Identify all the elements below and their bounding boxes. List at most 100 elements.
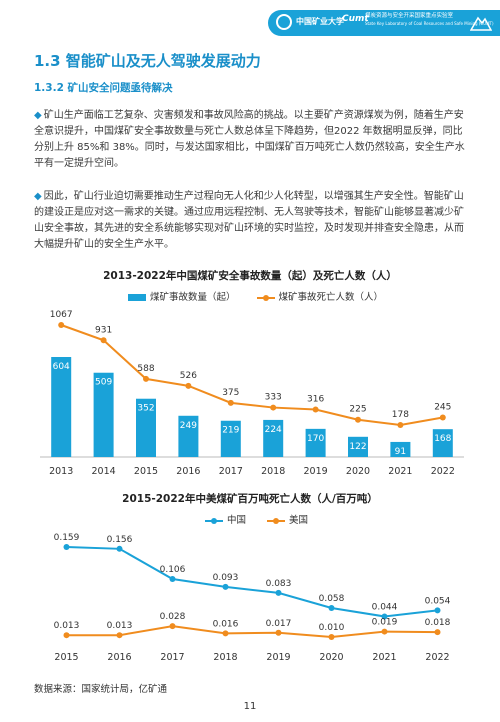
lab-logo-text: Cumt	[342, 14, 369, 24]
lab-name: 煤炭资源与安全开采国家重点实验室 State Key Laboratory of…	[365, 13, 494, 27]
chart2-x-tick: 2022	[425, 652, 449, 663]
chart1-x-tick: 2014	[92, 466, 116, 477]
chart1-legend-line-label: 煤矿事故死亡人数（人）	[278, 292, 384, 303]
chart1-x-tick: 2013	[49, 466, 73, 477]
chart2-line-us	[66, 625, 438, 639]
chart2-svg: 2015 2016 2017 2018 2019 2020 2021 2022 0.159 0.1…	[54, 533, 451, 663]
chart2-line-point	[63, 632, 70, 639]
chart1-x-tick: 2015	[134, 466, 158, 477]
chart1-line-label: 225	[349, 405, 366, 415]
chart1-bar-label: 224	[265, 425, 282, 435]
chart1-bar	[390, 441, 411, 457]
bullet-icon: ◆	[34, 110, 42, 121]
chart1-x-tick: 2021	[388, 466, 412, 477]
chart1-line-label: 245	[434, 402, 451, 412]
chart2-x-tick: 2018	[213, 652, 237, 663]
chart2-legend-china-swatch	[205, 517, 223, 524]
chart1-bar	[432, 429, 453, 457]
chart1-line	[60, 324, 443, 427]
chart1-line-point	[270, 404, 277, 411]
chart2-line-label: 0.028	[160, 612, 186, 622]
chart1-line-label: 178	[392, 410, 409, 420]
chart1-x-tick: 2022	[431, 466, 455, 477]
paragraph-1: ◆ 矿山生产面临工艺复杂、灾害频发和事故风险高的挑战。以主要矿产资源煤炭为例，随着…	[34, 108, 466, 172]
chart2-line-point	[63, 544, 70, 550]
chart1-bar	[178, 415, 199, 457]
chart2-line-point	[275, 629, 282, 636]
chart1-line-label: 588	[137, 364, 154, 374]
bullet-icon: ◆	[34, 191, 42, 202]
chart2-line-label: 0.017	[266, 619, 292, 629]
chart1-bar-label: 91	[395, 447, 406, 457]
chart2-line-label: 0.010	[319, 623, 345, 633]
chart1-line-point	[185, 382, 192, 389]
chart2-line-label: 0.058	[319, 594, 345, 604]
chart1-x-tick: 2019	[304, 466, 328, 477]
chart1-line-point	[100, 337, 107, 344]
chart2-x-tick: 2017	[160, 652, 184, 663]
chart1-bar-label: 509	[95, 378, 112, 388]
chart2-line-label: 0.016	[213, 619, 239, 629]
paragraph-1-text: 矿山生产面临工艺复杂、灾害频发和事故风险高的挑战。以主要矿产资源煤炭为例，随着生…	[34, 110, 465, 169]
chart1-bar-label: 122	[349, 442, 366, 452]
university-logo-text: 中国矿业大学	[296, 16, 344, 26]
chart2-legend-china-label: 中国	[227, 515, 247, 526]
chart2-line-label: 0.044	[372, 602, 398, 612]
chart2-title: 2015-2022年中美煤矿百万吨死亡人数（人/百万吨）	[122, 493, 378, 505]
chart1-bar-label: 168	[434, 434, 451, 444]
chart1-line-point	[143, 375, 149, 382]
page-number: 11	[243, 701, 257, 712]
chart1-bar	[305, 428, 326, 457]
lab-name-en: State Key Laboratory of Coal Resources a…	[365, 21, 494, 26]
chart1-line-label: 1067	[50, 310, 73, 320]
chart2-line-point	[381, 628, 388, 635]
university-emblem-icon	[276, 14, 292, 30]
chart2-line-label: 0.054	[425, 596, 451, 606]
chart2-line-point	[434, 607, 441, 614]
chart1-x-tick: 2018	[261, 466, 285, 477]
chart1-line-label: 526	[180, 371, 197, 381]
chart2-x-tick: 2015	[54, 652, 78, 663]
chart2-line-point	[169, 623, 176, 630]
chart1-legend-bar-label: 煤矿事故数量（起）	[150, 292, 236, 303]
paragraph-2-text: 因此，矿山行业迫切需要推动生产过程向无人化和少人化转型，以增强其生产安全性。智能…	[34, 191, 464, 250]
chart2-line-label: 0.156	[107, 535, 133, 545]
chart2-x-tick: 2016	[107, 652, 131, 663]
chart2-legend-us-swatch	[267, 517, 286, 524]
chart2-line-label: 0.159	[54, 533, 80, 543]
chart2-line-label: 0.106	[160, 565, 186, 575]
chart2-line-point	[116, 545, 123, 552]
chart2-legend: 中国 美国	[205, 512, 308, 526]
chart1-bar	[51, 357, 72, 457]
chart2-line-label: 0.013	[107, 621, 133, 631]
chart1-line-point	[312, 406, 319, 413]
chart2-line-point	[328, 605, 335, 612]
chart2-legend-us-label: 美国	[289, 515, 309, 526]
chart1-x-tick: 2016	[176, 466, 200, 477]
chart1-line-point	[439, 414, 446, 421]
chart2-line-label: 0.093	[213, 573, 239, 583]
chart2-line-point	[169, 576, 176, 583]
paragraph-2: ◆ 因此，矿山行业迫切需要推动生产过程向无人化和少人化转型，以增强其生产安全性。智…	[34, 189, 466, 253]
chart1-bar	[136, 398, 156, 457]
chart1-line-label: 375	[222, 388, 239, 398]
chart1-bar	[263, 419, 284, 457]
chart1-bar	[93, 372, 114, 457]
chart2-line-label: 0.018	[425, 618, 451, 628]
section-subtitle: 1.3.2 矿山安全问题亟待解决	[34, 82, 173, 94]
chart1-legend-bar-swatch	[128, 294, 146, 301]
header-bar	[268, 10, 500, 36]
chart2-line-point	[222, 630, 229, 637]
chart1-bar-label: 604	[53, 362, 70, 372]
chart2-line-point	[328, 634, 335, 640]
chart1-x-tick: 2017	[219, 466, 243, 477]
chart1-line-label: 333	[265, 393, 282, 403]
lab-name-cn: 煤炭资源与安全开采国家重点实验室	[365, 13, 454, 19]
data-source: 数据来源：国家统计局，亿矿通	[34, 684, 168, 695]
chart1-bar-label: 219	[222, 426, 239, 436]
chart2-x-tick: 2020	[319, 652, 343, 663]
chart1-legend-line-swatch	[256, 294, 275, 301]
chart1-line-point	[227, 399, 234, 406]
page-header: 中国矿业大学 Cumt 煤炭资源与安全开采国家重点实验室 State Key L…	[0, 0, 500, 44]
chart1-bar-label: 352	[137, 404, 154, 414]
